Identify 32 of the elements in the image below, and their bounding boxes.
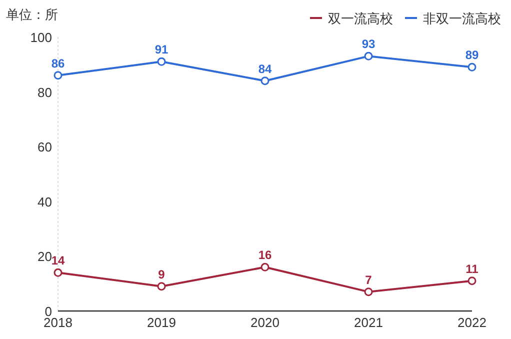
point — [54, 71, 62, 80]
point — [364, 52, 373, 60]
y-axis-title: 单位：所 — [6, 7, 58, 22]
data-label: 7 — [365, 272, 372, 287]
y-tick-label: 20 — [38, 249, 52, 264]
data-label: 91 — [154, 42, 168, 57]
x-tick-label: 2020 — [250, 315, 280, 330]
data-label: 89 — [465, 48, 479, 62]
data-label: 9 — [158, 267, 166, 282]
point — [260, 76, 270, 86]
point — [157, 282, 166, 291]
point — [468, 276, 476, 286]
legend-label: 双一流高校 — [328, 11, 393, 26]
x-tick-label: 2021 — [354, 315, 383, 330]
y-tick-label: 40 — [38, 194, 52, 210]
point — [54, 268, 62, 277]
y-tick-label: 100 — [30, 30, 52, 45]
data-label: 86 — [51, 56, 65, 70]
point — [364, 288, 373, 296]
point — [157, 57, 166, 66]
data-label: 14 — [51, 254, 65, 268]
data-label: 11 — [466, 262, 479, 276]
data-label: 16 — [258, 248, 272, 262]
data-label: 84 — [258, 62, 272, 76]
y-tick-label: 80 — [38, 84, 52, 100]
point — [468, 62, 476, 72]
legend-label: 非双一流高校 — [423, 11, 501, 26]
data-label: 93 — [362, 37, 376, 52]
point — [260, 262, 270, 272]
y-tick-label: 60 — [38, 140, 52, 155]
x-tick-label: 2019 — [147, 315, 176, 330]
x-tick-label: 2022 — [458, 315, 486, 330]
